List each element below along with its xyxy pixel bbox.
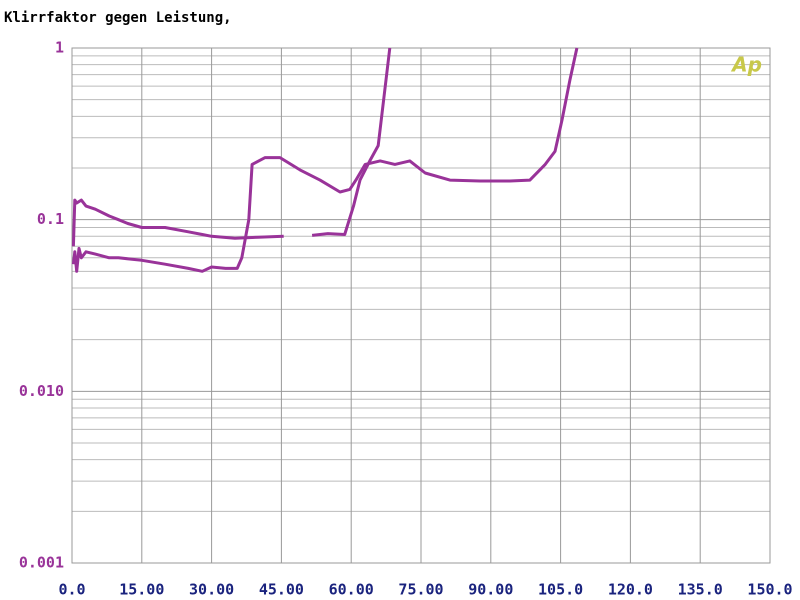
x-tick-label: 75.00 — [398, 581, 443, 599]
x-tick-label: 15.00 — [119, 581, 164, 599]
x-tick-label: 135.0 — [678, 581, 723, 599]
y-tick-label: 0.001 — [19, 554, 64, 572]
x-tick-label: 105.0 — [538, 581, 583, 599]
x-tick-label: 30.00 — [189, 581, 234, 599]
y-tick-label: 0.1 — [37, 210, 64, 228]
line-series — [71, 47, 579, 273]
x-tick-label: 90.00 — [468, 581, 513, 599]
x-tick-label: 0.0 — [58, 581, 85, 599]
chart-title: Klirrfaktor gegen Leistung, — [4, 10, 232, 26]
y-tick-label: 1 — [55, 39, 64, 57]
x-tick-label: 45.00 — [259, 581, 304, 599]
x-tick-label: 120.0 — [608, 581, 653, 599]
x-tick-label: 60.00 — [329, 581, 374, 599]
line-series — [71, 47, 392, 247]
x-tick-label: 150.0 — [747, 581, 792, 599]
logo: Ap — [730, 53, 762, 77]
y-tick-label: 0.010 — [19, 382, 64, 400]
